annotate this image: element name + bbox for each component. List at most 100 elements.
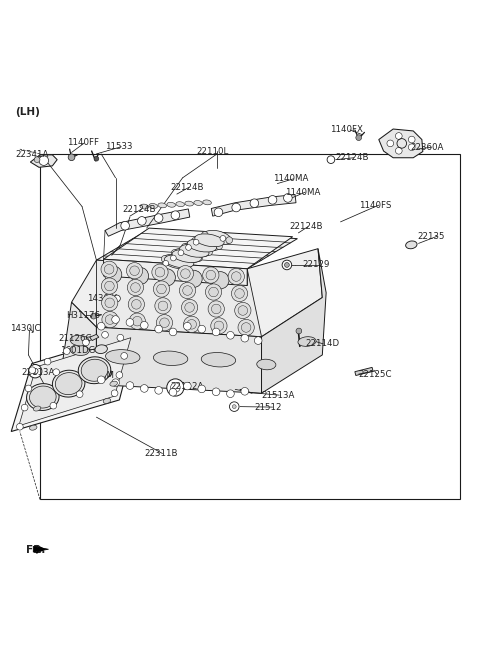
Circle shape [163, 260, 168, 266]
Ellipse shape [172, 250, 202, 263]
Circle shape [408, 144, 415, 150]
Circle shape [53, 369, 60, 375]
Circle shape [161, 256, 168, 262]
Circle shape [126, 318, 134, 326]
Circle shape [209, 287, 218, 297]
Text: 1601DG: 1601DG [60, 346, 96, 355]
Circle shape [156, 314, 173, 331]
Circle shape [158, 269, 175, 286]
Circle shape [186, 261, 192, 267]
Circle shape [102, 295, 118, 311]
Circle shape [187, 320, 196, 329]
Circle shape [231, 285, 248, 302]
Polygon shape [262, 249, 326, 393]
Circle shape [170, 255, 176, 261]
Bar [40, 154, 460, 499]
Ellipse shape [180, 244, 209, 258]
Circle shape [183, 286, 192, 295]
Text: 1140MA: 1140MA [274, 174, 309, 183]
Circle shape [226, 237, 232, 244]
Circle shape [39, 156, 48, 166]
Circle shape [105, 315, 115, 324]
Circle shape [152, 264, 168, 280]
Circle shape [63, 348, 70, 354]
Circle shape [126, 382, 134, 389]
Circle shape [183, 316, 200, 332]
Circle shape [206, 270, 216, 280]
Polygon shape [96, 230, 298, 269]
Ellipse shape [154, 351, 188, 365]
Circle shape [193, 240, 199, 245]
Circle shape [28, 365, 42, 378]
Circle shape [181, 244, 188, 250]
Circle shape [171, 211, 180, 220]
Circle shape [169, 389, 177, 396]
Circle shape [132, 300, 141, 309]
Circle shape [180, 283, 196, 299]
Polygon shape [96, 260, 262, 337]
Circle shape [102, 332, 108, 338]
Circle shape [235, 289, 244, 299]
Circle shape [206, 249, 213, 256]
Circle shape [396, 148, 402, 154]
Circle shape [285, 263, 289, 267]
Circle shape [158, 301, 168, 310]
Circle shape [104, 265, 114, 274]
Circle shape [231, 272, 241, 281]
Text: 22135: 22135 [417, 232, 444, 241]
Ellipse shape [158, 203, 167, 208]
Circle shape [211, 318, 227, 334]
Circle shape [185, 303, 194, 312]
Circle shape [198, 385, 205, 393]
Circle shape [117, 334, 124, 341]
Circle shape [238, 319, 254, 336]
Polygon shape [90, 334, 99, 340]
Ellipse shape [106, 350, 140, 364]
Circle shape [186, 245, 192, 250]
Text: 22113A: 22113A [22, 368, 55, 377]
Text: 22124B: 22124B [290, 222, 323, 231]
Text: 22311B: 22311B [144, 449, 178, 458]
Ellipse shape [78, 357, 111, 384]
Circle shape [141, 385, 148, 393]
Ellipse shape [187, 239, 216, 252]
Circle shape [169, 328, 177, 336]
Circle shape [25, 385, 32, 392]
Text: (LH): (LH) [15, 107, 40, 117]
Circle shape [121, 221, 130, 230]
Text: 1140FF: 1140FF [67, 138, 99, 148]
Ellipse shape [29, 425, 37, 430]
Circle shape [21, 404, 28, 411]
Text: 11533: 11533 [105, 142, 132, 151]
Circle shape [132, 316, 142, 326]
Circle shape [214, 208, 223, 216]
Ellipse shape [55, 373, 82, 395]
Text: 22112A: 22112A [170, 381, 204, 391]
Text: FR.: FR. [25, 545, 45, 555]
Ellipse shape [81, 359, 108, 381]
Circle shape [327, 156, 335, 164]
Text: 1140MA: 1140MA [285, 188, 320, 197]
Circle shape [153, 281, 169, 297]
Circle shape [220, 236, 226, 241]
Circle shape [160, 318, 169, 328]
Circle shape [235, 303, 251, 318]
Circle shape [212, 271, 229, 289]
Circle shape [387, 140, 394, 147]
Circle shape [190, 257, 195, 262]
Circle shape [232, 404, 236, 408]
Polygon shape [33, 546, 48, 552]
Circle shape [101, 261, 117, 277]
Circle shape [44, 358, 51, 365]
Circle shape [250, 199, 259, 207]
Ellipse shape [149, 203, 157, 209]
Circle shape [408, 136, 415, 143]
Ellipse shape [52, 370, 85, 397]
Circle shape [228, 268, 244, 285]
Circle shape [91, 313, 96, 319]
Circle shape [128, 296, 144, 312]
Polygon shape [105, 209, 190, 236]
Polygon shape [63, 303, 96, 385]
Polygon shape [11, 332, 137, 432]
Polygon shape [211, 195, 296, 216]
